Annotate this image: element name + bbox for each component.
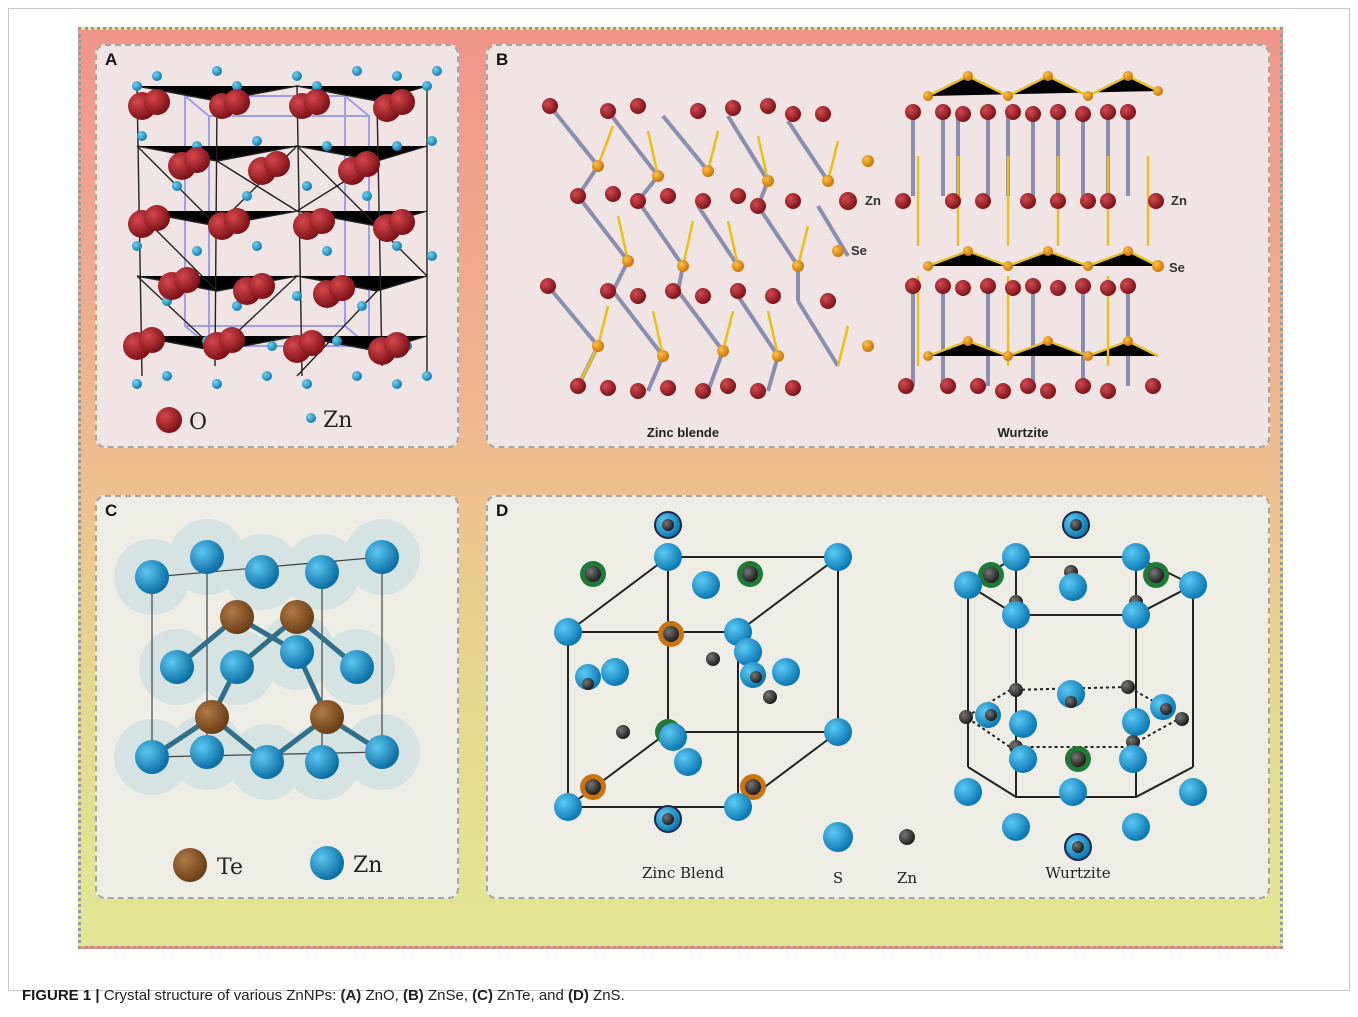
se-atom-label: Se: [851, 243, 867, 258]
zinc-blende-lattice: Zn Se: [540, 98, 881, 399]
s-legend-label: S: [833, 869, 843, 887]
panel-c-znte: C: [95, 495, 459, 899]
wurtzite-title: Wurtzite: [997, 425, 1048, 440]
zn-legend-label: Zn: [323, 408, 352, 433]
s-legend-swatch: [823, 822, 853, 852]
caption-ref-c: (C): [472, 987, 493, 1004]
te-atoms: [195, 600, 344, 734]
zn-legend-swatch: [306, 413, 316, 423]
caption-name-b: ZnSe,: [423, 987, 473, 1004]
zinc-blend-atoms: [554, 511, 852, 833]
zno-structure: O Zn: [123, 66, 442, 435]
o-legend-swatch: [156, 407, 182, 433]
zn-atom-label: Zn: [1171, 193, 1187, 208]
bonds: [150, 614, 384, 764]
panel-label: A: [105, 50, 118, 69]
te-legend-label: Te: [217, 855, 243, 880]
zn-atom-label: Zn: [865, 193, 881, 208]
caption-ref-a: (A): [340, 987, 362, 1004]
wurtzite-title: Wurtzite: [1045, 864, 1110, 882]
panel-b-znse: B: [486, 44, 1270, 448]
zn-legend-label: Zn: [353, 853, 382, 878]
se-atom-label: Se: [1169, 260, 1185, 275]
znte-structure: Te Zn: [114, 519, 420, 882]
caption-text: Crystal structure of various ZnNPs:: [99, 987, 341, 1004]
panel-d-zns: D: [486, 495, 1270, 899]
zns-structures: Zinc Blend S Zn: [554, 511, 1207, 887]
znse-structures: Zn Se Zinc blende: [540, 71, 1187, 440]
caption-name-c: ZnTe, and: [492, 987, 569, 1004]
figure-panel-grid: A: [78, 27, 1283, 949]
figure-number: FIGURE 1 |: [22, 987, 100, 1004]
zinc-blende-title: Zinc blende: [647, 425, 719, 440]
panel-a-zno: A: [95, 44, 459, 448]
o-legend-label: O: [189, 410, 207, 435]
zn-legend-label: Zn: [897, 869, 917, 887]
caption-ref-b: (B): [402, 987, 424, 1004]
figure-caption: FIGURE 1 | Crystal structure of various …: [22, 987, 625, 1004]
panel-label: B: [496, 50, 509, 69]
caption-name-a: ZnO,: [361, 987, 403, 1004]
te-legend-swatch: [173, 848, 207, 882]
zn-atoms: [135, 540, 399, 779]
panel-label: C: [105, 501, 118, 520]
zinc-blend-title: Zinc Blend: [642, 864, 724, 882]
caption-ref-d: (D): [568, 987, 589, 1004]
zn-legend-swatch: [899, 829, 915, 845]
zn-legend-swatch: [310, 846, 344, 880]
wurtzite-lattice: Zn Se: [895, 71, 1187, 399]
wurtzite-atoms: [954, 511, 1207, 861]
caption-name-d: ZnS.: [588, 987, 625, 1004]
panel-label: D: [496, 501, 509, 520]
o-atoms: [123, 89, 415, 365]
